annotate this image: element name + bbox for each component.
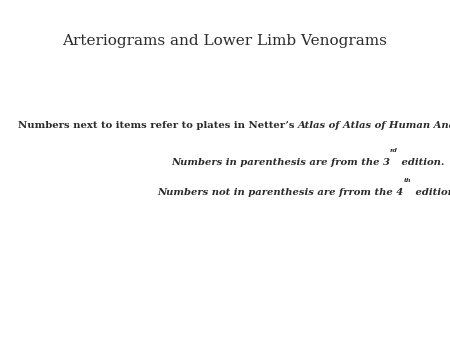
Text: edition.: edition.: [398, 158, 444, 167]
Text: rd: rd: [390, 148, 398, 153]
Text: Numbers next to items refer to plates in Netter’s: Numbers next to items refer to plates in…: [18, 121, 298, 129]
Text: th: th: [404, 178, 411, 183]
Text: Arteriograms and Lower Limb Venograms: Arteriograms and Lower Limb Venograms: [63, 33, 387, 48]
Text: edition.: edition.: [411, 188, 450, 197]
Text: Atlas of Atlas of Human Anatomy: Atlas of Atlas of Human Anatomy: [298, 121, 450, 129]
Text: Numbers in parenthesis are from the 3: Numbers in parenthesis are from the 3: [171, 158, 390, 167]
Text: Numbers not in parenthesis are frrom the 4: Numbers not in parenthesis are frrom the…: [158, 188, 404, 197]
